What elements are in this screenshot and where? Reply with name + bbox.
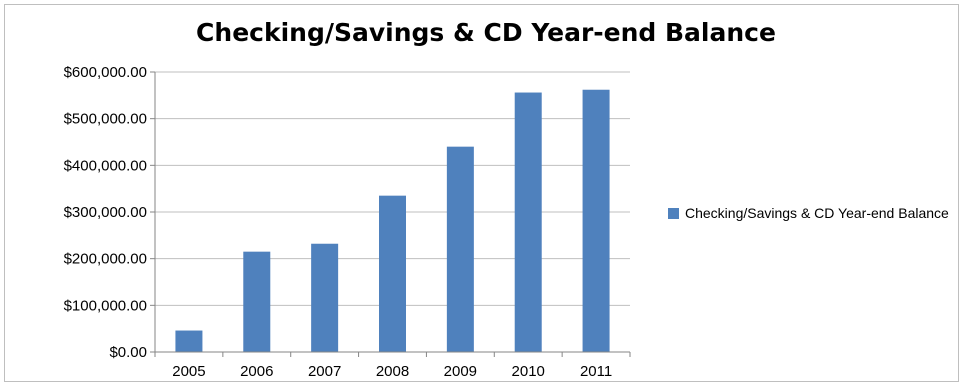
bar-2010 [514,92,542,353]
legend: Checking/Savings & CD Year-end Balance [668,204,955,222]
y-tick-label: $100,000.00 [64,297,147,314]
bar-2007 [311,243,339,352]
bar-2005 [175,330,203,352]
legend-swatch [668,208,679,219]
y-tick-label: $400,000.00 [64,157,147,174]
x-tick-label: 2009 [444,363,477,380]
y-tick-label: $300,000.00 [64,204,147,221]
chart-title: Checking/Savings & CD Year-end Balance [196,18,776,47]
x-tick-labels: 2005 2006 2007 2008 2009 2010 2011 [172,363,612,380]
bar-2006 [243,251,271,352]
x-tick-label: 2011 [580,363,612,380]
y-tick-label: $500,000.00 [64,111,147,128]
y-tick-label: $0.00 [109,344,147,361]
legend-label: Checking/Savings & CD Year-end Balance [685,205,949,221]
chart-frame [4,4,959,382]
x-tick-label: 2010 [512,363,545,380]
axes [150,71,631,357]
x-tick-label: 2008 [376,363,409,380]
bar-2009 [446,146,474,352]
y-tick-labels: $0.00 $100,000.00 $200,000.00 $300,000.00 $4… [64,64,147,361]
x-tick-label: 2006 [240,363,273,380]
bars [175,89,610,353]
y-tick-label: $200,000.00 [64,251,147,268]
y-tick-label: $600,000.00 [64,64,147,81]
bar-2008 [379,195,406,352]
bar-2011 [582,89,610,352]
x-tick-label: 2007 [308,363,341,380]
x-tick-label: 2005 [172,363,205,380]
